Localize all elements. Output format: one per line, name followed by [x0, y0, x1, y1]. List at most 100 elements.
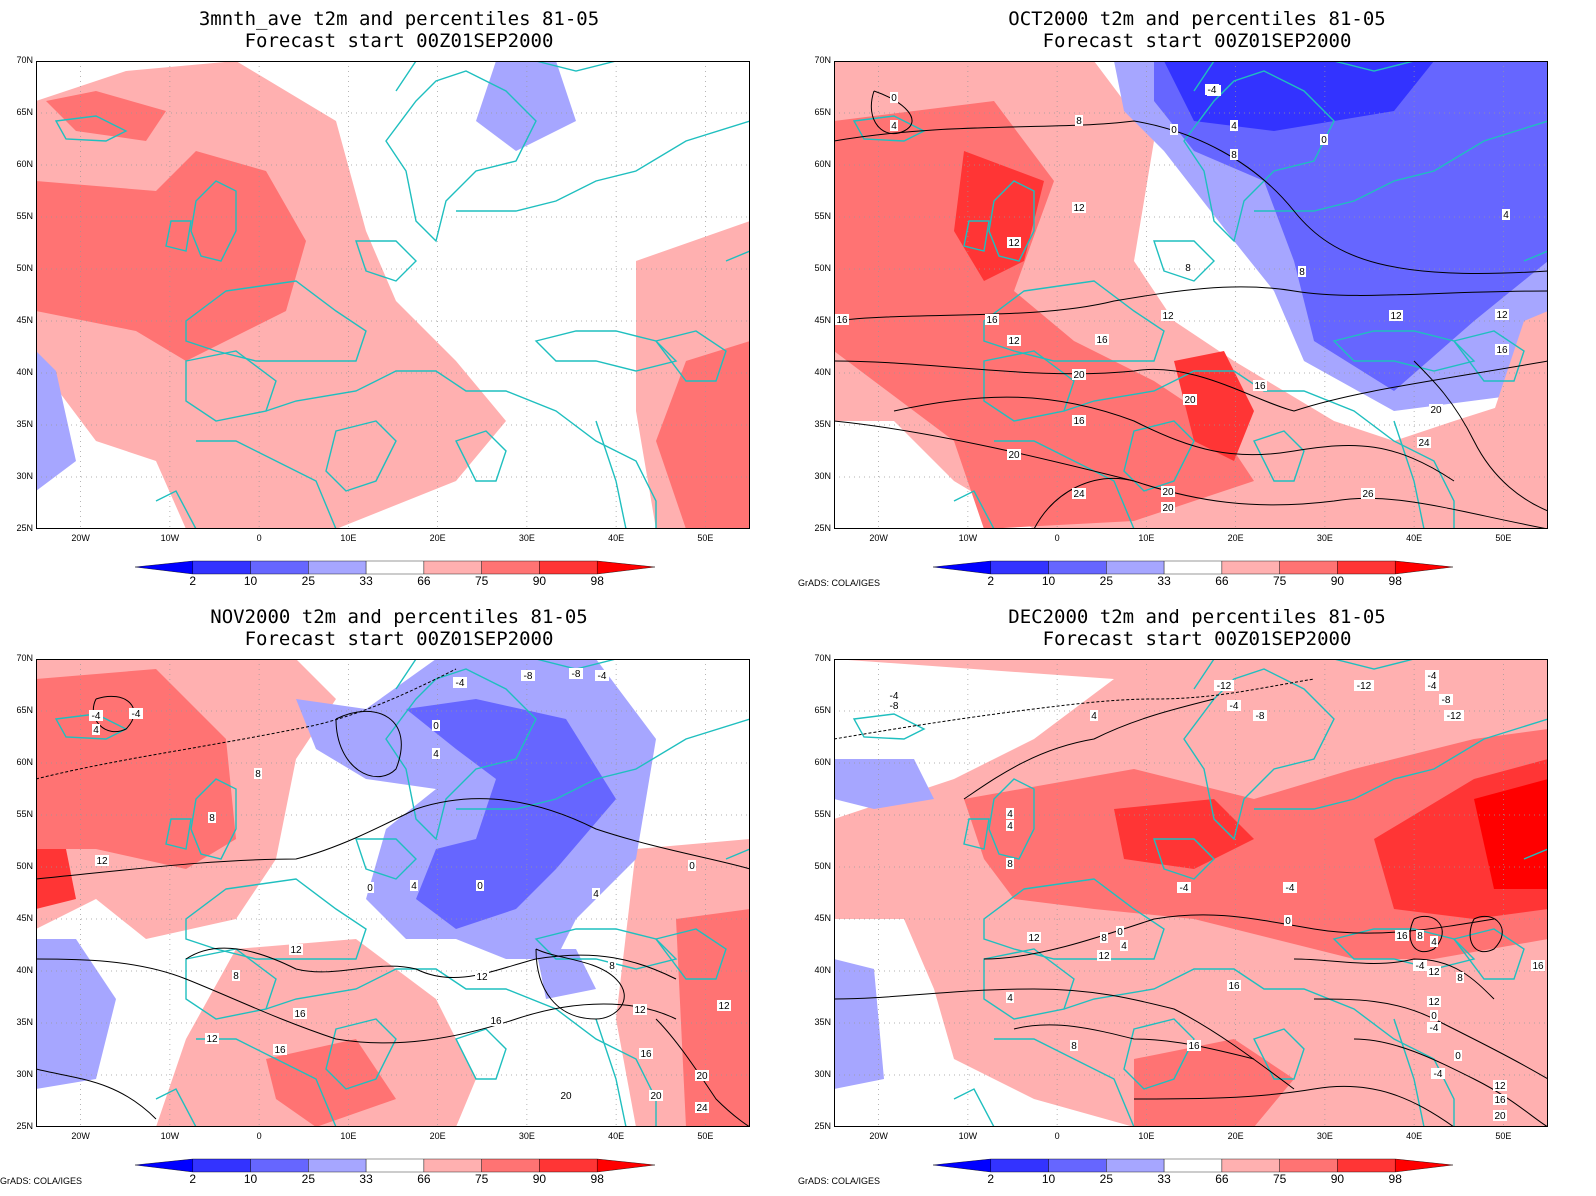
- colorbar-segment: [308, 560, 367, 575]
- shading-region-p25_33: [834, 959, 884, 1089]
- forecast-panel-1: 3mnth_ave t2m and percentiles 81-05 Fore…: [0, 0, 798, 598]
- colorbar-label: 90: [1330, 574, 1345, 588]
- colorbar-label: 33: [359, 574, 373, 588]
- lat-tick-label: 40N: [814, 367, 831, 377]
- contour-label: 12: [1073, 203, 1085, 214]
- lon-tick-label: 0: [1054, 533, 1060, 543]
- lon-tick-label: 40E: [608, 533, 625, 543]
- lon-tick-label: 10E: [1138, 533, 1155, 543]
- contour-label: 12: [1390, 311, 1402, 322]
- contour-label: 4: [1007, 993, 1013, 1004]
- lon-tick-label: 50E: [1495, 1131, 1512, 1141]
- colorbar-label: 75: [474, 1172, 489, 1186]
- contour-label: -12: [1217, 681, 1232, 692]
- colorbar-label: 75: [1272, 1172, 1287, 1186]
- graticule: [36, 61, 750, 529]
- colorbar-segment: [597, 1158, 656, 1173]
- shading-region-p75_90: [656, 341, 750, 529]
- contour-label: 4: [1007, 821, 1013, 832]
- shading-region-p75_90: [1134, 1039, 1294, 1127]
- contour-label: -8: [1442, 695, 1451, 706]
- contour-label: 12: [1008, 238, 1020, 249]
- grads-credit: GrADS: COLA/IGES: [0, 1176, 83, 1186]
- contour-label: 4: [433, 749, 439, 760]
- shading-region-p10_25: [406, 699, 616, 929]
- contour-label: 0: [433, 721, 439, 732]
- colorbar-segment: [250, 1158, 309, 1173]
- contour-label: 16: [1188, 1041, 1200, 1052]
- contour-label: 16: [1532, 961, 1544, 972]
- contour-label: -4: [1434, 1069, 1443, 1080]
- contour-label: 20: [1073, 370, 1085, 381]
- lat-tick-label: 30N: [814, 471, 831, 481]
- forecast-panel-3: NOV2000 t2m and percentiles 81-05 Foreca…: [0, 598, 798, 1196]
- colorbar-label: 25: [1099, 1172, 1113, 1186]
- colorbar-label: 33: [1157, 1172, 1171, 1186]
- contour-label: -4: [1230, 701, 1239, 712]
- colorbar-segment: [597, 560, 656, 575]
- lon-tick-label: 50E: [1495, 533, 1512, 543]
- contour-label: 0: [1431, 1011, 1437, 1022]
- contour-label: 0: [1117, 927, 1123, 938]
- contour-label: 4: [411, 881, 417, 892]
- lat-tick-label: 50N: [16, 861, 33, 871]
- contour-label: 12: [206, 1034, 218, 1045]
- contour-label: 20: [1184, 395, 1196, 406]
- lat-tick-label: 65N: [16, 107, 33, 117]
- colorbar-label: 33: [359, 1172, 373, 1186]
- colorbar-segment: [1163, 560, 1223, 575]
- map-plot: 0 4 -4 0 4 8 8 0 4 12 12 8 8 16 16 12 12 16 20 20 16 16 20 24 20…: [834, 61, 1548, 529]
- contour-label: 16: [274, 1045, 286, 1056]
- contour-label: 8: [1417, 931, 1423, 942]
- contour-label: 16: [1254, 381, 1266, 392]
- colorbar-segment: [932, 560, 991, 575]
- colorbar-segment: [1048, 560, 1107, 575]
- shading-region-p25_33: [476, 61, 576, 151]
- map-plot: [36, 61, 750, 529]
- lat-tick-label: 60N: [16, 757, 33, 767]
- colorbar: [134, 1158, 656, 1173]
- lat-tick-label: 50N: [16, 263, 33, 273]
- shading-region-p25_33: [36, 939, 116, 1089]
- lat-tick-label: 70N: [814, 55, 831, 65]
- contour-label: -4: [1430, 1023, 1439, 1034]
- contour-label: 20: [560, 1091, 572, 1102]
- lon-tick-label: 20W: [869, 533, 888, 543]
- contour-label: 8: [1299, 267, 1305, 278]
- graticule: [36, 659, 750, 1127]
- contour-label: 20: [1008, 450, 1020, 461]
- contour-label: 4: [1007, 809, 1013, 820]
- grads-credit: GrADS: COLA/IGES: [798, 578, 881, 588]
- contour-label: 4: [891, 121, 897, 132]
- colorbar-segment: [1395, 1158, 1454, 1173]
- shading-region-p75_90: [676, 909, 750, 1127]
- contour-label: 8: [1101, 933, 1107, 944]
- colorbar-segment: [308, 1158, 367, 1173]
- colorbar-label: 98: [590, 574, 604, 588]
- lat-tick-label: 50N: [814, 263, 831, 273]
- contour-label: 12: [96, 856, 108, 867]
- contour-label: -4: [598, 671, 607, 682]
- colorbar-label: 33: [1157, 574, 1171, 588]
- contour-label: 16: [1396, 931, 1408, 942]
- colorbar-segment: [365, 560, 425, 575]
- lat-tick-label: 55N: [814, 211, 831, 221]
- colorbar-segment: [1221, 560, 1280, 575]
- contour-label: 4: [1091, 711, 1097, 722]
- map-canvas: 0 4 -4 0 4 8 8 0 4 12 12 8 8 16 16 12 12 16 20 20 16 16 20 24 20…: [834, 61, 1548, 529]
- percentile-shading: [36, 659, 750, 1127]
- lat-tick-label: 45N: [814, 315, 831, 325]
- lon-tick-label: 10W: [160, 1131, 180, 1141]
- contour-label: 16: [1228, 981, 1240, 992]
- contour-label: 12: [634, 1005, 646, 1016]
- colorbar-label: 90: [532, 1172, 547, 1186]
- contour-label: -4: [92, 711, 101, 722]
- lon-tick-label: 10W: [958, 1131, 978, 1141]
- lon-tick-label: 10E: [340, 533, 357, 543]
- lon-tick-label: 40E: [1406, 1131, 1423, 1141]
- lat-tick-label: 50N: [814, 861, 831, 871]
- shading-region-p75_90: [834, 101, 1254, 529]
- lat-tick-label: 40N: [814, 965, 831, 975]
- colorbar-segment: [1163, 1158, 1223, 1173]
- contour-labels: -4 4 -4 -8 -4 0 4 8 8 12 0 4 0 0 4 12 8 16 12 16 12 16 8 12 16 20…: [89, 668, 731, 1114]
